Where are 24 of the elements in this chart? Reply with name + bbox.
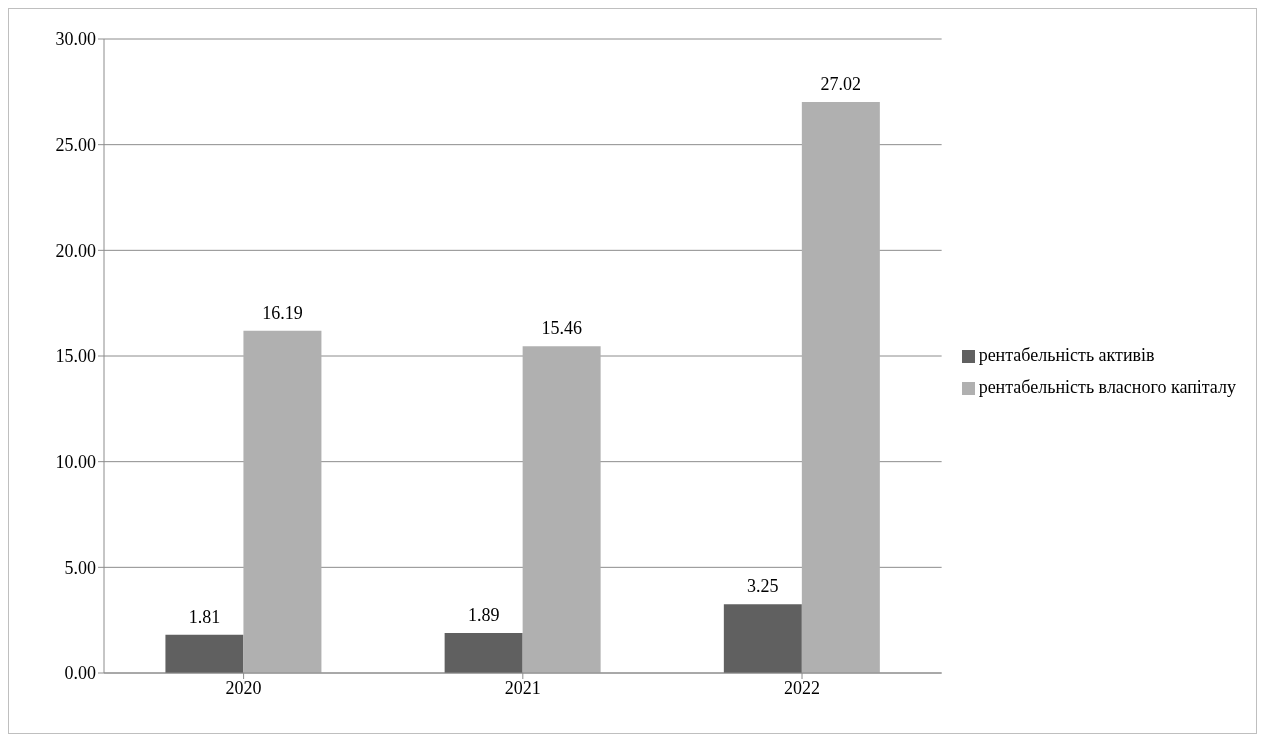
- data-label: 16.19: [262, 302, 303, 323]
- bar: [243, 330, 322, 673]
- bar: [723, 604, 802, 673]
- y-tick-label: 10.00: [55, 452, 96, 473]
- data-label: 27.02: [820, 73, 862, 94]
- data-label: 1.89: [467, 605, 500, 626]
- y-tick-label: 15.00: [55, 346, 96, 367]
- y-tick-label: 20.00: [55, 240, 96, 261]
- y-tick-label: 30.00: [55, 29, 96, 50]
- data-label: 1.81: [188, 606, 221, 627]
- x-tick-label: 2020: [225, 677, 262, 698]
- legend-label: рентабельність власного капіталу: [978, 377, 1236, 397]
- y-tick-label: 25.00: [55, 135, 96, 156]
- bar: [444, 633, 523, 673]
- x-tick-label: 2021: [504, 677, 541, 698]
- y-tick-label: 5.00: [64, 557, 96, 578]
- bar: [165, 634, 244, 673]
- x-tick-label: 2022: [784, 677, 821, 698]
- legend-label: рентабельність активів: [978, 345, 1155, 365]
- data-label: 3.25: [747, 576, 779, 597]
- data-label: 15.46: [541, 318, 582, 339]
- bar: [522, 346, 601, 673]
- bar: [801, 101, 880, 673]
- y-tick-label: 0.00: [64, 663, 96, 684]
